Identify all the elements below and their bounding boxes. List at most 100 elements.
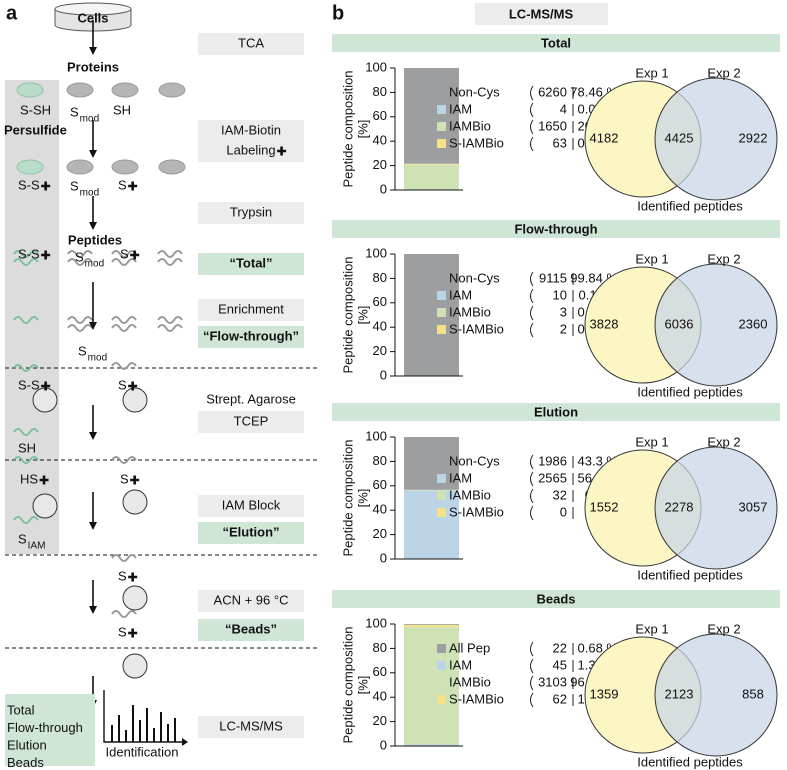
y-tick-label: 60: [373, 108, 387, 123]
y-axis-label: [%]: [355, 489, 370, 508]
venn-count: 858: [742, 686, 764, 701]
step-label: “Flow-through”: [203, 328, 299, 343]
bead: [122, 585, 148, 611]
header-box: [475, 3, 608, 25]
y-axis-label: [%]: [355, 120, 370, 139]
fraction-label: Beads: [7, 755, 44, 770]
bar-segment: [404, 627, 459, 745]
legend-count: 4: [560, 101, 567, 116]
step-label: IAM Block: [222, 497, 281, 512]
species-label: S-S: [18, 246, 40, 261]
legend-count: 32: [553, 487, 567, 502]
identification-axes: [103, 690, 182, 743]
paren: [530, 288, 534, 304]
y-axis-label: Peptide composition: [340, 439, 355, 556]
y-axis-label: Peptide composition: [340, 70, 355, 187]
venn-count: 4425: [665, 130, 694, 145]
paren: [530, 454, 534, 470]
step-label: “Elution”: [222, 524, 279, 539]
step-label: TCA: [238, 35, 264, 50]
bar-segment: [404, 254, 459, 376]
bead: [32, 493, 58, 519]
legend-swatch: [437, 105, 446, 114]
paren: [530, 119, 534, 135]
protein: [66, 82, 94, 98]
venn-right: [654, 77, 778, 201]
peptide: [111, 316, 137, 324]
arrow-head: [89, 322, 97, 330]
species-label: HS: [20, 471, 38, 486]
section-header: [332, 590, 780, 608]
peptide: [157, 324, 183, 332]
step-box: [198, 590, 304, 612]
y-tick-label: 40: [373, 133, 387, 148]
chart-title: Elution: [534, 404, 578, 419]
protein: [16, 159, 44, 175]
bead: [122, 489, 148, 515]
species-label: S: [118, 568, 127, 583]
step-label: IAM-Biotin: [221, 122, 281, 137]
chart-title: Beads: [536, 591, 575, 606]
venn-count: 3057: [739, 499, 768, 514]
legend-label: IAMBio: [449, 487, 491, 502]
peptide: [157, 250, 183, 258]
venn-caption: Identified peptides: [637, 754, 743, 769]
species-label: S: [78, 343, 87, 358]
section-header: [332, 34, 780, 52]
step-box: [198, 202, 304, 224]
plus-sign: [130, 250, 140, 260]
y-tick-label: 40: [373, 319, 387, 334]
legend-label: IAMBio: [449, 674, 491, 689]
venn-count: 2922: [739, 130, 768, 145]
peptide: [111, 324, 137, 332]
step-box: [198, 495, 304, 517]
step-label: LC-MS/MS: [219, 718, 283, 733]
species-subscript: mod: [80, 114, 99, 125]
legend-count: 62: [553, 691, 567, 706]
venn-caption: Identified peptides: [637, 198, 743, 213]
peptide: [111, 610, 137, 618]
peptide: [111, 362, 137, 370]
y-axis-label: [%]: [355, 306, 370, 325]
paren: [530, 675, 534, 691]
bar-segment: [404, 624, 459, 628]
legend-swatch: [437, 491, 446, 500]
venn-label: Exp 1: [635, 434, 668, 449]
y-tick-label: 100: [365, 615, 387, 630]
y-tick-label: 0: [380, 181, 387, 196]
legend-count: 1986: [538, 453, 567, 468]
paren: [530, 322, 534, 338]
step-box: [198, 253, 304, 275]
venn-count: 4182: [590, 130, 619, 145]
venn-right: [654, 446, 778, 570]
peptide: [111, 456, 137, 464]
step-box: [198, 120, 304, 162]
y-tick-label: 40: [373, 502, 387, 517]
fraction-label: Elution: [7, 737, 47, 752]
species-label: SH: [18, 440, 36, 455]
y-tick-label: 0: [380, 367, 387, 382]
step-label: ACN + 96 °C: [214, 592, 289, 607]
bar-segment: [404, 163, 459, 165]
legend-label: IAMBio: [449, 304, 491, 319]
species-subscript: mod: [88, 353, 107, 364]
legend-label: IAM: [449, 470, 472, 485]
legend-swatch: [437, 325, 446, 334]
y-tick-label: 0: [380, 550, 387, 565]
section-header: [332, 220, 780, 238]
peptide: [67, 250, 93, 258]
paren: [530, 102, 534, 118]
legend-label: S-IAMBio: [449, 504, 504, 519]
paren: [530, 85, 534, 101]
bar-segment: [404, 437, 459, 490]
paren: [530, 658, 534, 674]
venn-count: 3828: [590, 316, 619, 331]
step-label: Strept. Agarose: [206, 391, 296, 406]
legend-swatch: [437, 644, 446, 653]
peptide: [67, 258, 93, 266]
legend-count: 63: [553, 135, 567, 150]
peptide: [13, 364, 39, 372]
plus-sign: [41, 250, 51, 260]
species-label: S: [75, 249, 84, 264]
